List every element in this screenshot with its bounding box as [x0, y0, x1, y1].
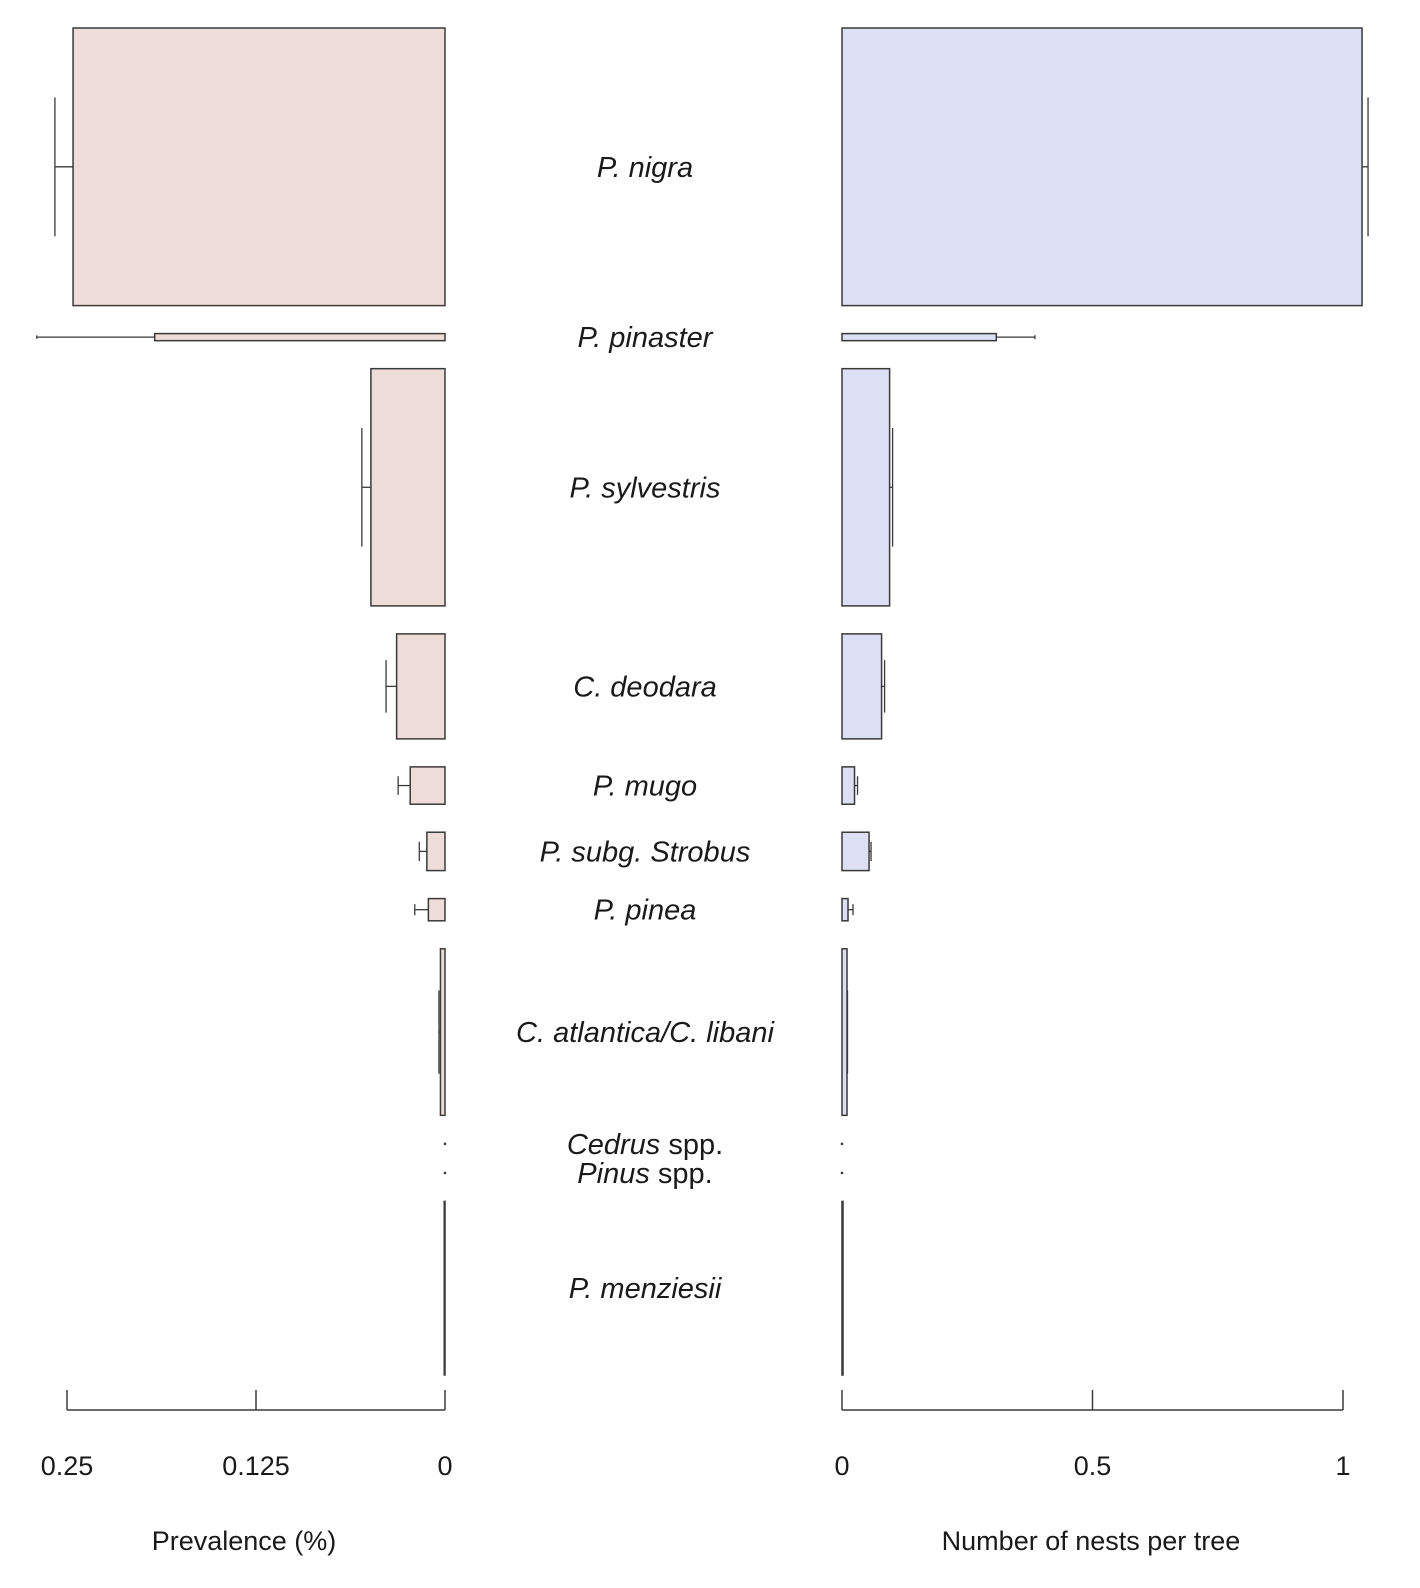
category-labels: P. nigra P. pinaster P. sylvestris C. deoda…	[516, 152, 775, 1305]
right-bar	[841, 27, 1363, 307]
right-bar	[841, 948, 848, 1117]
right-x-axis: 0 0.5 1	[834, 1390, 1351, 1481]
category-label: P. pinea	[594, 895, 697, 927]
left-x-axis-title: Prevalence (%)	[152, 1526, 337, 1556]
right-bar	[840, 1171, 844, 1175]
category-label: P. pinaster	[578, 322, 714, 354]
right-bar	[840, 1142, 844, 1146]
category-label: P. mugo	[593, 771, 697, 803]
left-panel-bars	[36, 27, 447, 1376]
left-bar	[443, 1142, 447, 1146]
category-label: P. subg. Strobus	[540, 836, 751, 868]
right-bar	[841, 897, 849, 922]
right-bar	[841, 1200, 844, 1376]
category-label: C. atlantica/C. libani	[516, 1017, 775, 1049]
right-x-axis-title: Number of nests per tree	[942, 1526, 1241, 1556]
category-label: P. menziesii	[569, 1273, 723, 1305]
left-bar	[427, 897, 446, 922]
category-label: P. nigra	[597, 152, 693, 184]
left-bar	[439, 948, 446, 1117]
left-bar	[409, 766, 446, 805]
category-label: Pinus spp.	[577, 1158, 712, 1190]
right-bar	[841, 766, 856, 805]
left-bar	[443, 1200, 446, 1376]
right-x-axis-tick-label: 1	[1335, 1451, 1350, 1481]
right-panel-bars	[840, 27, 1369, 1376]
left-x-axis-tick-label: 0	[437, 1451, 452, 1481]
right-bar	[841, 332, 998, 342]
category-label: C. deodara	[573, 671, 717, 703]
left-bar	[370, 367, 446, 607]
category-label: P. sylvestris	[570, 472, 721, 504]
left-bar	[395, 633, 446, 740]
right-x-axis-tick-label: 0.5	[1074, 1451, 1112, 1481]
left-x-axis-tick-label: 0.25	[41, 1451, 94, 1481]
left-bar	[443, 1171, 447, 1175]
right-bar	[841, 367, 891, 607]
left-bar	[72, 27, 446, 307]
category-label: Cedrus spp.	[567, 1129, 723, 1161]
left-x-axis: 0.25 0.125 0	[41, 1390, 453, 1481]
left-bar	[153, 332, 446, 342]
right-bar	[841, 831, 870, 872]
left-x-axis-tick-label: 0.125	[222, 1451, 290, 1481]
right-bar	[841, 633, 883, 740]
left-bar	[426, 831, 446, 872]
right-x-axis-tick-label: 0	[834, 1451, 849, 1481]
